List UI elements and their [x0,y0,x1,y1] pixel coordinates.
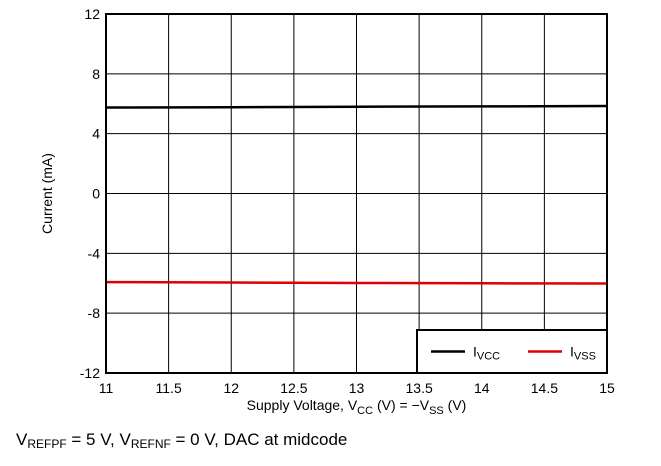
y-tick-label: 12 [84,6,100,22]
y-tick-label: -4 [88,245,101,261]
x-tick-label: 14 [474,380,490,396]
x-tick-labels: 11 11.5 12 12.5 13 13.5 14 14.5 15 [99,380,615,396]
plot-frame [105,13,608,374]
x-tick-label: 12.5 [280,380,307,396]
x-tick-label: 11 [99,380,114,396]
x-tick-label: 15 [599,380,615,396]
x-tick-label: 13.5 [406,380,433,396]
footnote: VREFPF = 5 V, VREFNF = 0 V, DAC at midco… [16,430,348,451]
y-tick-labels: -12 -8 -4 0 4 8 12 [80,6,100,381]
legend-label-ivss: IVSS [570,344,596,363]
series-line-ivcc [105,104,608,109]
grid [105,13,608,374]
x-tick-label: 12 [223,380,239,396]
x-axis-title: Supply Voltage, VCC (V) = −VSS (V) [247,397,467,417]
y-tick-label: 4 [92,126,100,142]
series-lines [105,104,608,285]
legend: IVCC IVSS [416,329,608,374]
y-tick-label: 0 [92,186,100,202]
legend-label-ivcc: IVCC [473,344,500,363]
y-axis-title: Current (mA) [39,153,55,234]
series-line-ivss [105,280,608,285]
y-tick-label: 8 [92,66,100,82]
legend-box [416,329,608,374]
x-tick-label: 13 [349,380,365,396]
x-tick-label: 14.5 [531,380,558,396]
x-tick-label: 11.5 [156,380,182,396]
y-tick-label: -8 [88,305,101,321]
y-tick-label: -12 [80,365,100,381]
